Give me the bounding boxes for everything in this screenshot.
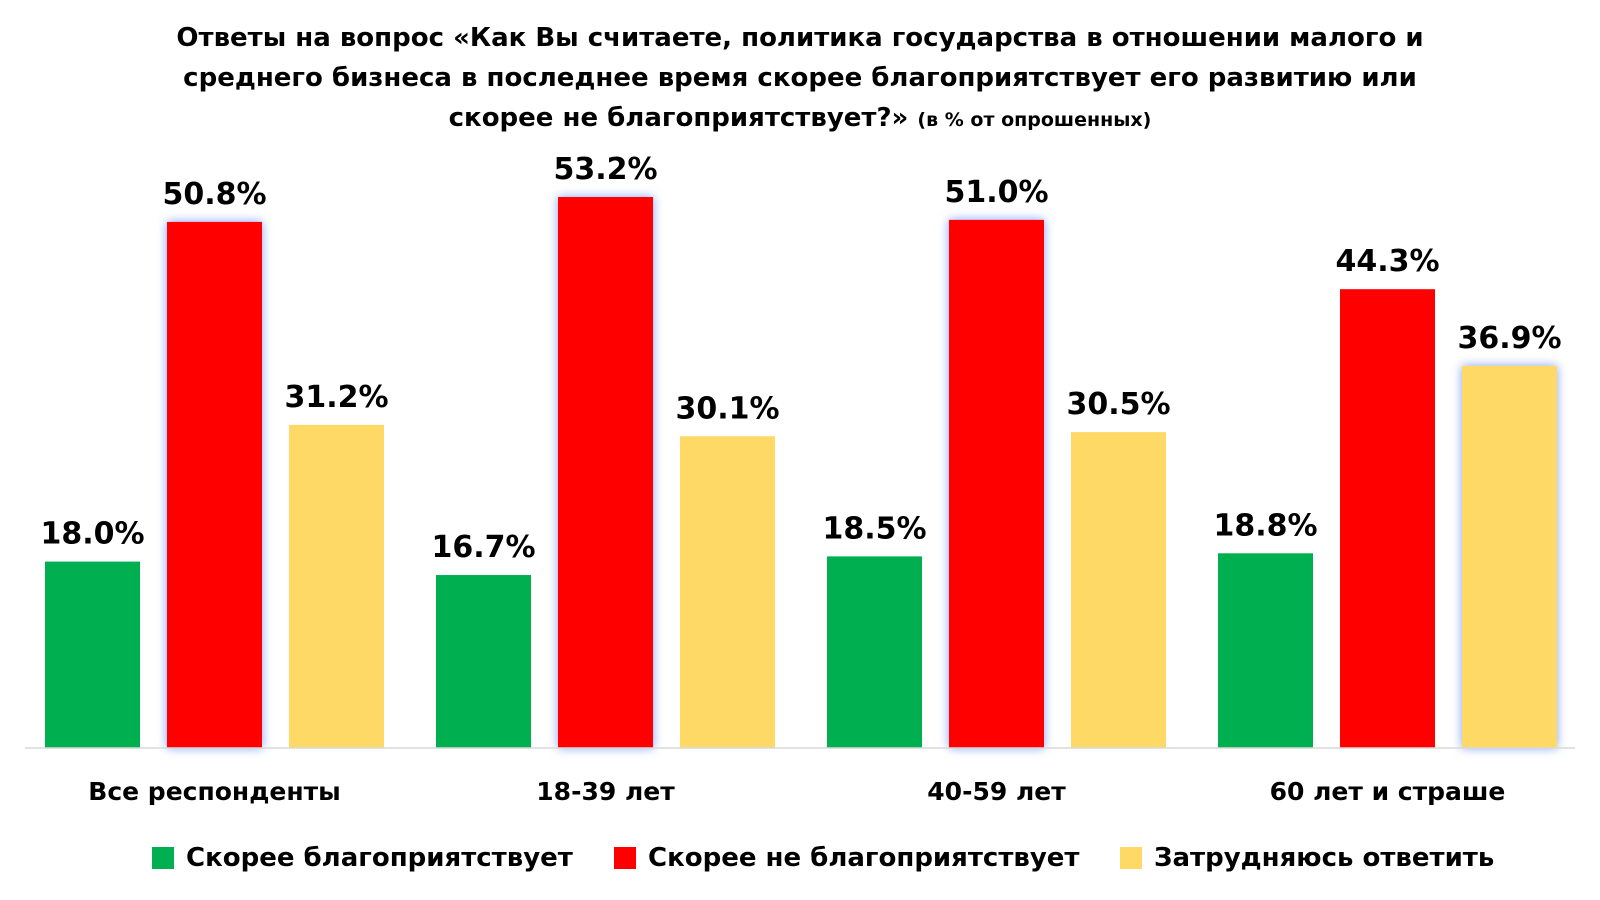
legend-item: Затрудняюсь ответить (1120, 838, 1494, 878)
legend-item: Скорее благоприятствует (152, 838, 573, 878)
bar (289, 424, 384, 748)
bar (827, 556, 922, 748)
data-label: 30.5% (1066, 387, 1170, 422)
legend-swatch (152, 847, 174, 869)
bar (1218, 553, 1313, 748)
legend-label: Скорее не благоприятствует (648, 843, 1080, 873)
bar (436, 575, 531, 748)
bar (680, 436, 775, 748)
bar (45, 561, 140, 748)
data-label: 31.2% (284, 380, 388, 415)
data-label: 36.9% (1457, 321, 1561, 356)
chart-subtitle: (в % от опрошенных) (917, 109, 1152, 131)
category-label: 18-39 лет (536, 777, 675, 806)
data-label: 18.0% (40, 517, 144, 552)
data-label: 44.3% (1335, 244, 1439, 279)
bar (1071, 432, 1166, 748)
chart-title: Ответы на вопрос «Как Вы считаете, полит… (150, 18, 1450, 140)
legend-label: Скорее благоприятствует (186, 843, 573, 873)
bar (1462, 365, 1557, 748)
data-label: 53.2% (553, 152, 657, 187)
category-label: 40-59 лет (927, 777, 1066, 806)
legend-label: Затрудняюсь ответить (1154, 843, 1495, 873)
data-label: 50.8% (162, 177, 266, 212)
legend-swatch (614, 847, 636, 869)
data-label: 18.5% (822, 511, 926, 546)
legend-item: Скорее не благоприятствует (614, 838, 1080, 878)
data-label: 18.8% (1213, 508, 1317, 543)
category-label: 60 лет и страше (1270, 777, 1506, 806)
bar (949, 219, 1044, 749)
legend: Скорее благоприятствует Скорее не благопр… (0, 838, 1600, 878)
category-label: Все респонденты (88, 777, 340, 806)
data-label: 30.1% (675, 391, 779, 426)
data-label: 51.0% (944, 175, 1048, 210)
bar (167, 221, 262, 748)
chart-title-text: Ответы на вопрос «Как Вы считаете, полит… (176, 23, 1424, 133)
legend-swatch (1120, 847, 1142, 869)
bar (1340, 289, 1435, 748)
data-label: 16.7% (431, 530, 535, 565)
bar (558, 197, 653, 748)
